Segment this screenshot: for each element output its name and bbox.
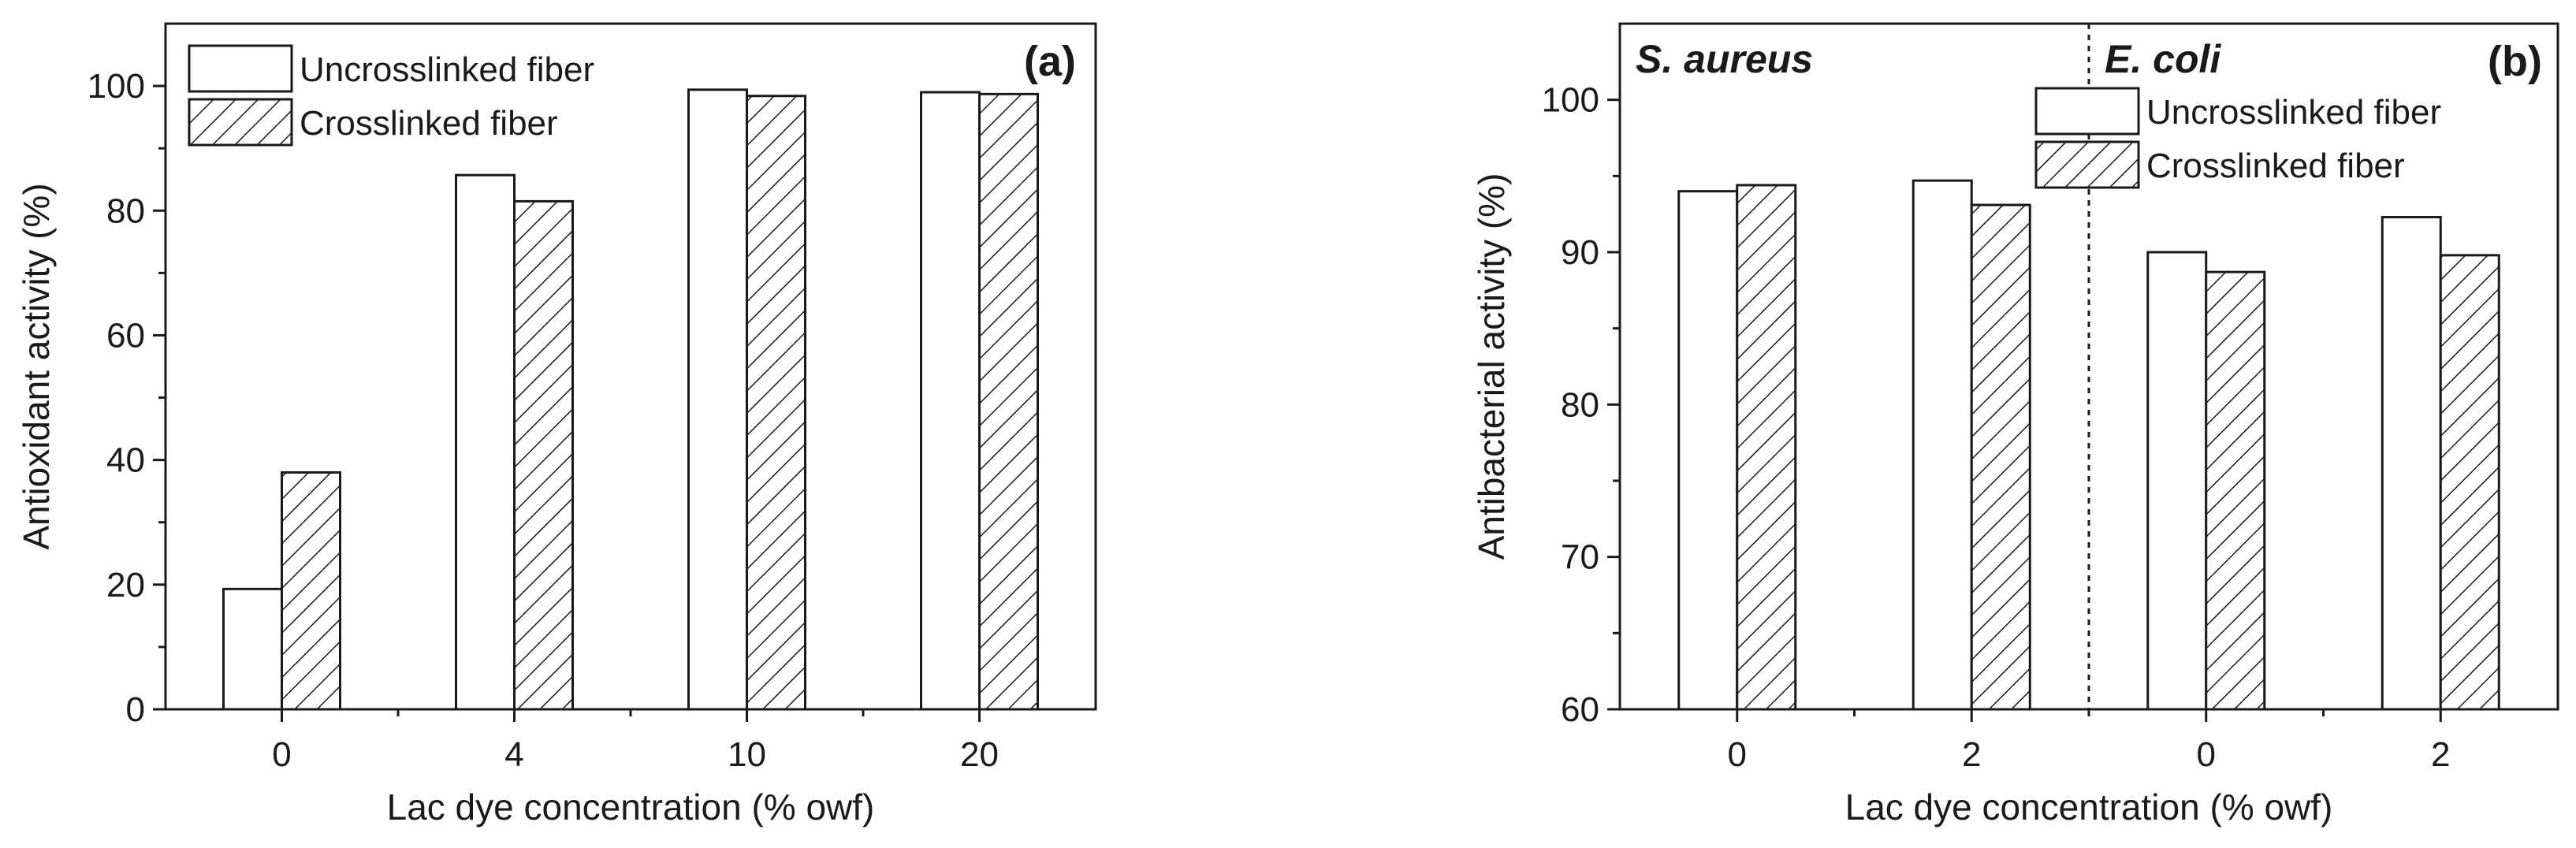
panel-b-bar-crosslinked bbox=[1970, 203, 2031, 711]
panel-a-legend-label-crosslinked: Crosslinked fiber bbox=[300, 104, 558, 143]
panel-b-x-axis-title: Lac dye concentration (% owf) bbox=[1845, 787, 2333, 828]
panel-a-y-tick-label: 20 bbox=[106, 566, 145, 604]
panel-a-x-tick-label: 0 bbox=[272, 735, 291, 774]
panel-a-bar-crosslinked bbox=[746, 95, 806, 711]
group-label-s-aureus: S. aureus bbox=[1636, 37, 1813, 81]
panel-b-chart: 60 70 80 90 100 0 2 0 2 S. aureus E. coli (b) U… bbox=[1471, 22, 2559, 828]
panel-b-y-axis-title: Antibacterial activity (%) bbox=[1471, 173, 1512, 560]
panel-a-bar-uncrosslinked bbox=[687, 88, 748, 711]
panel-b-x-axis: 0 2 0 2 bbox=[1728, 709, 2450, 774]
panel-a-legend-swatch-crosslinked bbox=[188, 98, 293, 147]
panel-b-bar-uncrosslinked bbox=[1677, 190, 1739, 711]
panel-a-x-tick-label: 10 bbox=[728, 735, 766, 774]
panel-a-y-tick-label: 0 bbox=[126, 690, 145, 729]
panel-b-bars bbox=[1677, 179, 2500, 711]
panel-b-x-tick-label: 0 bbox=[2197, 735, 2216, 774]
panel-b-y-tick-label: 90 bbox=[1561, 233, 1599, 272]
panel-a-legend-swatch-uncrosslinked bbox=[188, 44, 293, 93]
panel-a-legend-label-uncrosslinked: Uncrosslinked fiber bbox=[300, 50, 594, 89]
panel-b-y-tick-label: 60 bbox=[1561, 690, 1599, 729]
panel-b-legend-label-crosslinked: Crosslinked fiber bbox=[2146, 147, 2405, 185]
panel-b-legend-swatch-crosslinked bbox=[2034, 140, 2140, 189]
group-label-e-coli: E. coli bbox=[2105, 37, 2221, 81]
panel-b-bar-crosslinked bbox=[1736, 184, 1797, 711]
panel-b-label: (b) bbox=[2488, 38, 2542, 85]
panel-b-x-tick-label: 2 bbox=[2431, 735, 2450, 774]
panel-b-bar-crosslinked bbox=[2205, 270, 2266, 711]
panel-b-legend-label-uncrosslinked: Uncrosslinked fiber bbox=[2146, 93, 2441, 132]
panel-b-legend-swatch-uncrosslinked bbox=[2034, 87, 2140, 136]
panel-a-bars bbox=[222, 88, 1039, 711]
panel-a-bar-crosslinked bbox=[978, 92, 1039, 711]
panel-a-chart: 0 20 40 60 80 100 0 4 10 20 (a) Uncrosslinked fi… bbox=[16, 22, 1097, 828]
panel-b-bar-uncrosslinked bbox=[2381, 216, 2442, 711]
panel-b-x-tick-label: 0 bbox=[1728, 735, 1747, 774]
panel-a-bar-crosslinked bbox=[513, 199, 574, 711]
panel-a-y-tick-label: 60 bbox=[106, 316, 145, 355]
panel-a-bar-crosslinked bbox=[281, 470, 341, 711]
panel-b-bar-crosslinked bbox=[2439, 254, 2500, 711]
panel-b-x-tick-label: 2 bbox=[1962, 735, 1981, 774]
panel-a-x-tick-label: 4 bbox=[504, 735, 523, 774]
panel-b-y-tick-label: 80 bbox=[1561, 385, 1599, 424]
panel-a-legend: Uncrosslinked fiber Crosslinked fiber bbox=[188, 44, 594, 147]
panel-a-x-axis-title: Lac dye concentration (% owf) bbox=[387, 787, 875, 828]
panel-a-y-tick-label: 80 bbox=[106, 192, 145, 230]
panel-a-x-tick-label: 20 bbox=[960, 735, 999, 774]
panel-a-bar-uncrosslinked bbox=[920, 91, 981, 711]
panel-a-y-axis-title: Antioxidant activity (%) bbox=[16, 183, 57, 549]
panel-a-y-axis: 0 20 40 60 80 100 bbox=[87, 67, 166, 729]
panel-b-y-tick-label: 70 bbox=[1561, 538, 1599, 577]
panel-b-legend: Uncrosslinked fiber Crosslinked fiber bbox=[2034, 87, 2441, 189]
panel-a-x-axis: 0 4 10 20 bbox=[272, 709, 999, 774]
panel-b-bar-uncrosslinked bbox=[2146, 251, 2208, 711]
panel-b-bar-uncrosslinked bbox=[1912, 179, 1973, 711]
panel-b-y-axis: 60 70 80 90 100 bbox=[1542, 81, 1620, 729]
panel-b-y-tick-label: 100 bbox=[1542, 81, 1599, 120]
panel-a-bar-uncrosslinked bbox=[222, 587, 283, 711]
panel-a-y-tick-label: 100 bbox=[87, 67, 145, 106]
panel-a-label: (a) bbox=[1024, 38, 1076, 85]
panel-a-y-tick-label: 40 bbox=[106, 441, 145, 480]
panel-a-bar-uncrosslinked bbox=[455, 173, 516, 711]
